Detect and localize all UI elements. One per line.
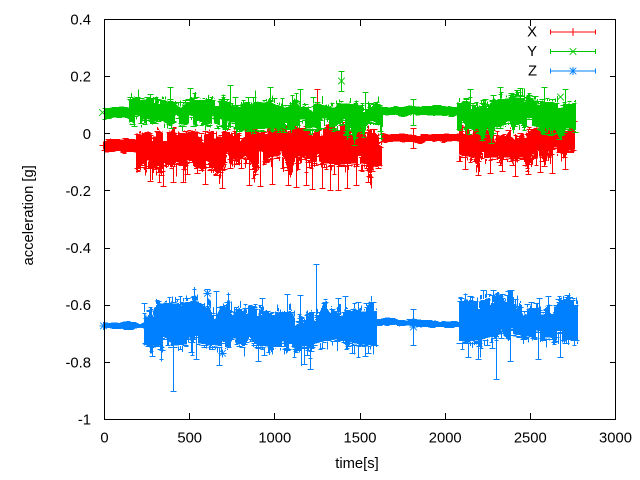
svg-text:3000: 3000: [599, 431, 632, 447]
svg-text:0: 0: [83, 127, 91, 143]
svg-text:-0.8: -0.8: [66, 355, 92, 371]
svg-text:0.2: 0.2: [70, 70, 91, 86]
svg-text:0.4: 0.4: [70, 13, 91, 29]
svg-text:Y: Y: [527, 44, 537, 60]
svg-text:acceleration [g]: acceleration [g]: [21, 165, 37, 265]
svg-text:Z: Z: [528, 64, 537, 80]
svg-text:1000: 1000: [258, 431, 291, 447]
svg-text:2500: 2500: [514, 431, 547, 447]
svg-text:500: 500: [177, 431, 202, 447]
svg-text:-1: -1: [78, 413, 91, 429]
svg-text:2000: 2000: [429, 431, 462, 447]
svg-text:0: 0: [100, 431, 108, 447]
svg-text:-0.6: -0.6: [66, 298, 92, 314]
svg-text:-0.4: -0.4: [66, 241, 92, 257]
svg-text:time[s]: time[s]: [335, 456, 379, 472]
svg-text:-0.2: -0.2: [66, 184, 92, 200]
svg-text:1500: 1500: [344, 431, 377, 447]
svg-text:X: X: [527, 25, 537, 41]
